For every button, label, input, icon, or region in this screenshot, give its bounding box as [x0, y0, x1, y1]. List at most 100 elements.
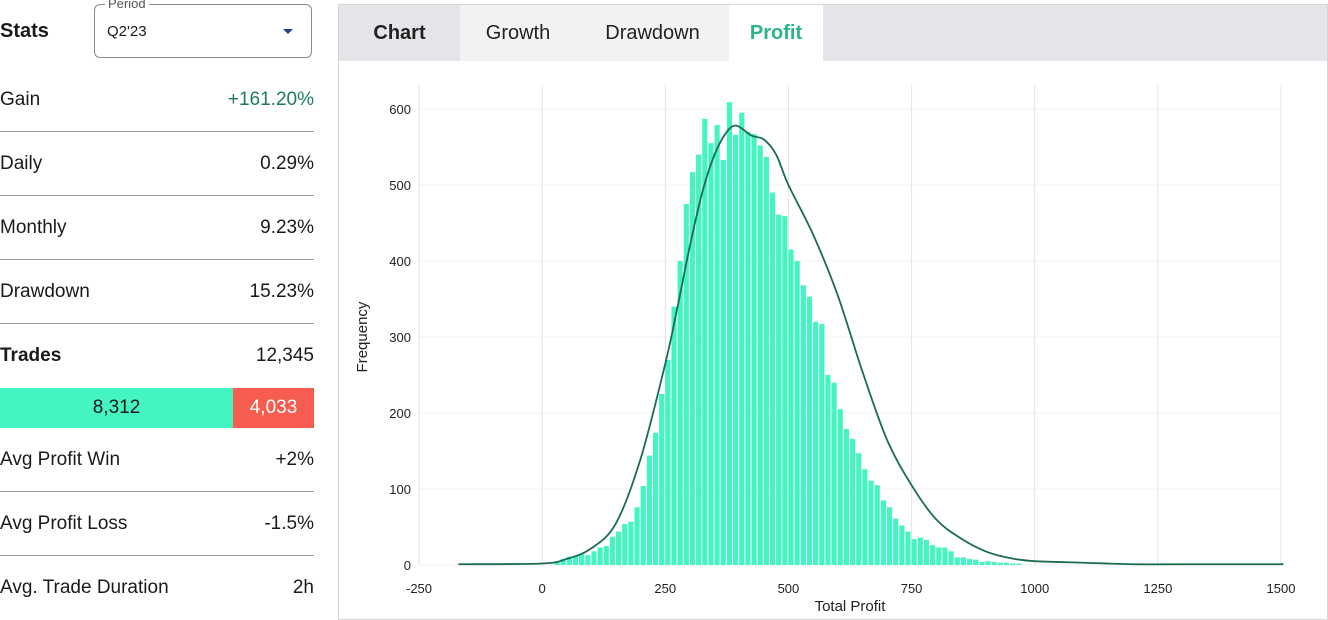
stat-value: 12,345 [255, 344, 314, 366]
stat-label: Monthly [0, 216, 67, 238]
histogram-bar [751, 134, 757, 565]
histogram-bar [831, 382, 837, 565]
stats-list: Gain +161.20% Daily 0.29% Monthly 9.23% … [0, 68, 314, 387]
x-tick-label: 750 [901, 581, 923, 596]
period-label: Period [105, 0, 149, 12]
tab-growth[interactable]: Growth [460, 5, 576, 61]
x-tick-label: 1500 [1267, 581, 1296, 596]
histogram-bar [917, 537, 923, 565]
stat-label: Drawdown [0, 280, 90, 302]
histogram-bar [733, 134, 739, 565]
histogram-bar [825, 375, 831, 565]
histogram-bar [862, 469, 868, 565]
histogram-bar [991, 561, 997, 565]
stat-value: 0.29% [260, 152, 314, 174]
histogram-bar [683, 204, 689, 565]
histogram-bar [616, 531, 622, 565]
density-curve [458, 124, 1284, 566]
histogram-bar [696, 154, 702, 565]
stat-row-trades: Trades 12,345 [0, 324, 314, 387]
tab-drawdown[interactable]: Drawdown [576, 5, 729, 61]
histogram-bar [677, 261, 683, 565]
x-tick-label: 0 [539, 581, 546, 596]
stat-label: Gain [0, 88, 41, 110]
y-axis-label: Frequency [354, 301, 371, 372]
histogram-bar [905, 531, 911, 565]
stat-label: Trades [0, 344, 62, 366]
histogram-bar [591, 551, 597, 565]
histogram-bar [880, 500, 886, 565]
stat-label: Avg Profit Loss [0, 512, 128, 534]
tab-profit[interactable]: Profit [729, 5, 823, 61]
histogram-bar [886, 507, 893, 565]
caret-down-icon[interactable] [283, 29, 293, 34]
period-value: Q2'23 [107, 23, 147, 40]
histogram-bar [794, 261, 800, 565]
stat-value: 2h [292, 576, 314, 598]
x-tick-label: 250 [654, 581, 676, 596]
histogram-bar [868, 480, 874, 565]
histogram-bar [788, 249, 794, 565]
histogram-bar [985, 561, 991, 565]
histogram-bar [936, 547, 942, 565]
stat-value: -1.5% [264, 512, 314, 534]
histogram-bar [745, 131, 751, 566]
histogram-bar [665, 359, 671, 565]
y-tick-label: 200 [389, 406, 411, 421]
histogram-bar [1010, 563, 1016, 565]
histogram-bar [714, 124, 720, 566]
histogram-bar [837, 409, 843, 565]
stat-row-drawdown: Drawdown 15.23% [0, 260, 314, 324]
x-tick-label: 1000 [1020, 581, 1049, 596]
y-tick-label: 400 [389, 254, 411, 269]
histogram-bar [739, 112, 745, 566]
histogram-bar [585, 555, 591, 565]
profit-histogram-chart: -250 0 250 500 750 1000 1250 1500 0 100 200 300 400… [354, 85, 1295, 615]
y-axis-ticks: 0 100 200 300 400 500 600 [389, 102, 411, 573]
histogram-bar [763, 156, 769, 565]
stat-row-daily: Daily 0.29% [0, 132, 314, 196]
y-tick-label: 100 [389, 482, 411, 497]
histogram-bar [720, 159, 726, 566]
x-tick-label: 500 [778, 581, 800, 596]
histogram-bar [572, 555, 579, 565]
histogram-bar [911, 539, 917, 565]
histogram-bar [1016, 563, 1022, 565]
histogram-bar [893, 518, 899, 565]
histogram-bar [708, 143, 714, 565]
stat-row-monthly: Monthly 9.23% [0, 196, 314, 260]
period-select[interactable]: Period Q2'23 [94, 0, 312, 58]
y-tick-label: 300 [389, 330, 411, 345]
wins-segment: 8,312 [0, 388, 233, 428]
stats-header: Stats Period Q2'23 [0, 0, 314, 64]
histogram-bar [948, 551, 954, 565]
histogram-bar [800, 285, 806, 565]
histogram-bar [899, 525, 905, 565]
histogram-bar [646, 455, 652, 565]
histogram-bar [757, 145, 763, 565]
stat-value: +2% [275, 448, 314, 470]
histogram-bar [634, 507, 640, 565]
x-axis-ticks: -250 0 250 500 750 1000 1250 1500 [406, 581, 1295, 596]
tab-chart[interactable]: Chart [339, 5, 460, 61]
histogram-bar [1003, 562, 1010, 565]
stat-row-avg-profit-win: Avg Profit Win +2% [0, 428, 314, 492]
histogram-bar [689, 172, 696, 565]
stat-value: +161.20% [227, 88, 314, 110]
histogram-bar [603, 546, 609, 565]
histogram-bar [622, 523, 628, 565]
histogram-bar [640, 485, 646, 565]
histogram-bar [819, 324, 825, 565]
stats-title: Stats [0, 20, 49, 42]
tab-bar: Chart Growth Drawdown Profit [339, 5, 1327, 61]
stat-row-gain: Gain +161.20% [0, 68, 314, 132]
histogram-bar [659, 394, 665, 565]
y-tick-label: 600 [389, 102, 411, 117]
stat-value: 9.23% [260, 216, 314, 238]
grid-lines [418, 85, 1282, 566]
x-tick-label: -250 [406, 581, 432, 596]
histogram-bar [652, 432, 659, 565]
histogram-bar [942, 547, 948, 565]
histogram-bar [806, 296, 813, 565]
y-tick-label: 500 [389, 178, 411, 193]
